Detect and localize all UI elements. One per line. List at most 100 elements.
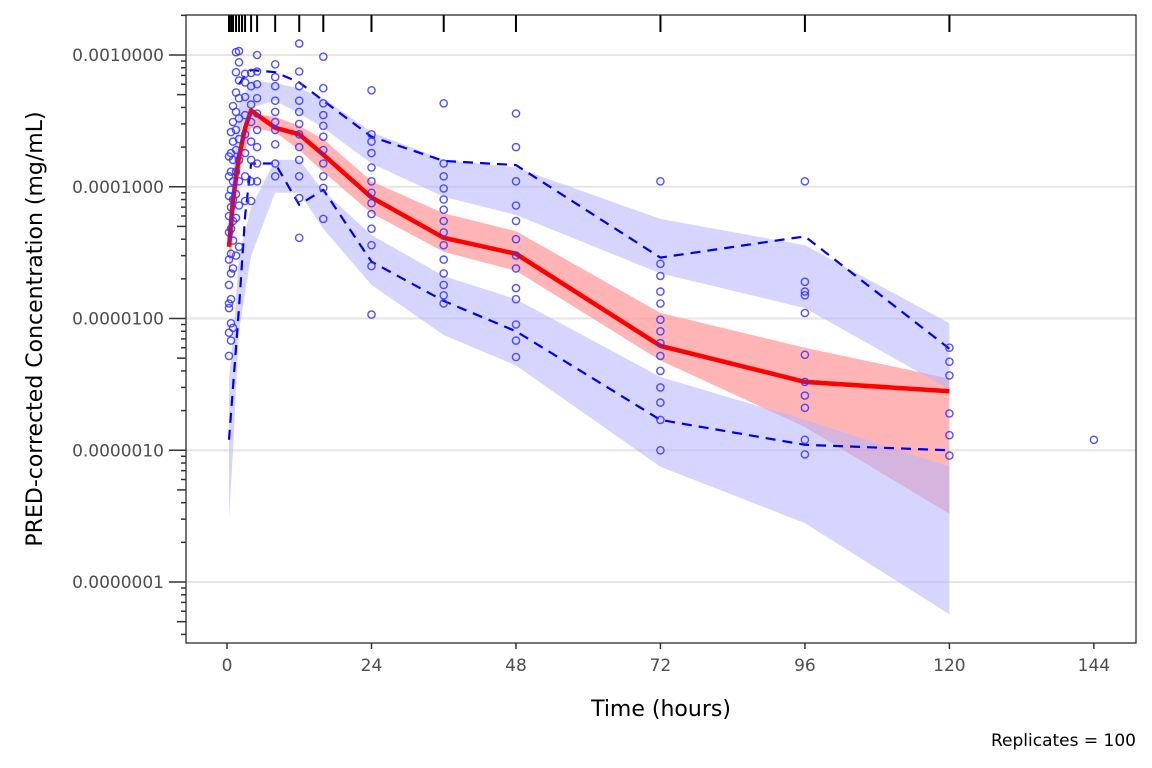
observed-point [367, 188, 376, 198]
observed-point [439, 205, 449, 214]
observed-point [656, 259, 665, 269]
observed-point [511, 320, 521, 329]
observed-point [226, 167, 236, 176]
x-tick-label: 120 [933, 656, 965, 676]
observed-point [800, 450, 810, 459]
observed-point [270, 171, 280, 181]
observed-point [252, 67, 262, 76]
observed-point [252, 79, 262, 89]
observed-point [439, 280, 449, 290]
observed-point [439, 216, 449, 226]
observed-point [367, 209, 376, 219]
observed-point [228, 155, 238, 165]
observed-point [294, 155, 304, 165]
observed-point [511, 336, 521, 345]
observed-point [226, 185, 236, 194]
observed-percentile-line [227, 162, 950, 452]
y-axis-title: PRED-corrected Concentration (mg/mL) [23, 111, 48, 546]
observed-point [228, 117, 238, 127]
observed-point [367, 176, 376, 186]
observed-point [439, 184, 449, 193]
observed-point [511, 176, 521, 186]
observed-point [231, 125, 241, 135]
observed-point [294, 193, 304, 203]
observed-point [246, 155, 256, 165]
x-tick-label: 24 [361, 656, 383, 676]
observed-point [511, 264, 521, 273]
observed-point [656, 338, 665, 348]
observed-point [252, 109, 262, 118]
observed-point [800, 350, 810, 360]
observed-point [656, 271, 665, 281]
observed-point [439, 290, 449, 300]
observed-point [511, 283, 521, 293]
observed-point [231, 145, 241, 155]
observed-point [224, 351, 234, 361]
observed-point [511, 352, 521, 362]
observed-point [231, 213, 241, 223]
observed-point [240, 78, 250, 87]
observed-point [656, 176, 665, 186]
observed-point [226, 224, 236, 233]
observed-point [656, 315, 665, 325]
observed-point [439, 255, 449, 264]
observed-point [240, 196, 250, 206]
observed-point [945, 430, 954, 440]
observed-point [246, 117, 256, 127]
y-axis: 0.0010000 0.0001000 0.0000100 0.0000010 0.00… [72, 14, 186, 636]
x-axis-title: Time (hours) [590, 697, 731, 722]
observed-point [656, 398, 665, 407]
observed-point [270, 60, 280, 69]
observed-point [224, 303, 234, 313]
observed-point [246, 137, 256, 146]
observed-point [800, 287, 810, 296]
ribbons [229, 80, 950, 615]
observed-point [231, 251, 241, 260]
observed-point [226, 249, 236, 259]
bin-rug [227, 15, 951, 32]
observed-point [234, 58, 244, 67]
observed-point [294, 107, 304, 117]
observed-point [294, 233, 304, 243]
observed-point [439, 195, 449, 204]
observed-point [252, 125, 262, 135]
observed-point [234, 134, 244, 144]
observed-point [656, 326, 665, 336]
observed-point [270, 72, 280, 82]
observed-point [234, 176, 244, 186]
percentile-lines [226, 68, 951, 452]
observed-point [228, 323, 238, 333]
observed-point [800, 435, 810, 445]
observed-point [511, 234, 521, 244]
y-tick-label: 0.0000100 [72, 310, 164, 330]
observed-point [318, 145, 328, 155]
y-tick-label: 0.0010000 [72, 46, 164, 66]
ribbon-simulated-median-95-ci [229, 113, 950, 514]
observed-point [226, 127, 236, 137]
observed-point [294, 171, 304, 181]
x-tick-label: 96 [794, 656, 816, 676]
observed-point [240, 148, 250, 158]
observed-point [246, 100, 256, 109]
observed-point [226, 318, 236, 328]
observed-point [224, 280, 234, 290]
observed-point [294, 129, 304, 139]
observed-point [367, 86, 376, 95]
x-axis: 0 24 48 72 96 120 144 [222, 643, 1110, 676]
observed-point [226, 269, 236, 278]
observed-point [800, 176, 810, 186]
observed-point [252, 176, 262, 186]
observed-point [252, 93, 262, 103]
observed-point [945, 371, 954, 380]
observed-point [656, 351, 665, 361]
observed-point [367, 261, 376, 271]
observed-point [246, 196, 256, 206]
observed-point [252, 159, 262, 168]
observed-point [945, 409, 954, 418]
observed-point [226, 202, 236, 212]
observed-point [656, 366, 665, 376]
observed-point [800, 308, 810, 318]
observed-point [318, 214, 328, 224]
y-tick-label: 0.0000001 [72, 573, 164, 593]
observed-point [439, 269, 449, 278]
